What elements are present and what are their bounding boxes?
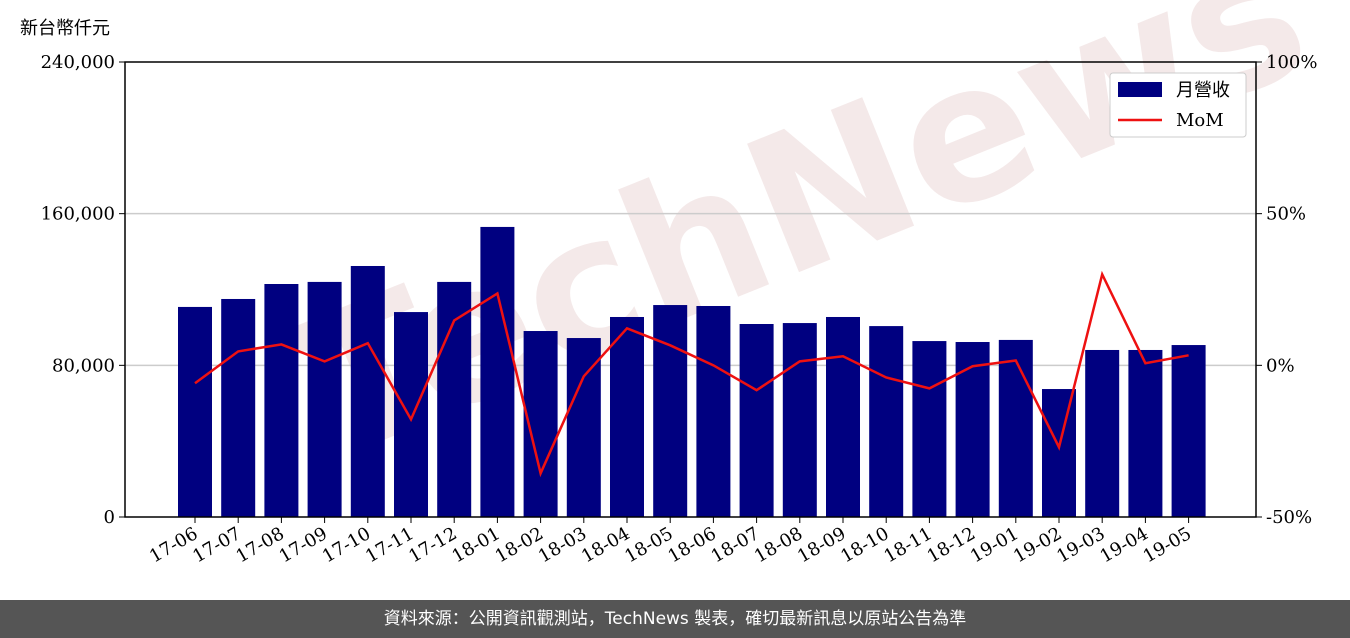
- bar: [394, 312, 428, 517]
- x-tick-label: 18-09: [794, 523, 849, 567]
- x-tick-label: 18-06: [664, 523, 719, 567]
- bar: [350, 265, 385, 517]
- x-tick-label: 19-02: [1010, 523, 1065, 567]
- x-tick-label: 19-01: [967, 523, 1022, 567]
- bar: [998, 339, 1033, 517]
- legend-swatch: [1118, 82, 1162, 97]
- x-tick-label: 17-11: [362, 523, 417, 567]
- chart: TechNews 新台幣仟元 080,000160,000240,000-50%…: [20, 0, 1334, 567]
- bar: [1085, 349, 1120, 517]
- x-tick-label: 17-08: [232, 523, 287, 567]
- bar: [1171, 345, 1206, 517]
- y-tick-label: 0: [104, 507, 115, 528]
- bar: [739, 324, 774, 517]
- bar: [437, 281, 472, 517]
- bar: [826, 316, 860, 517]
- bar: [1042, 389, 1076, 517]
- x-tick-label: 18-03: [535, 523, 590, 567]
- x-tick-label: 18-11: [880, 523, 935, 567]
- bar: [221, 298, 256, 517]
- bar: [869, 326, 904, 517]
- y2-tick-label: 50%: [1266, 204, 1306, 225]
- y-tick-label: 240,000: [41, 52, 115, 73]
- x-tick-label: 17-07: [189, 523, 244, 567]
- bar: [307, 281, 342, 517]
- x-tick-label: 17-06: [146, 523, 201, 567]
- x-tick-label: 19-04: [1096, 523, 1151, 567]
- bar: [653, 305, 688, 517]
- bar: [566, 338, 601, 517]
- y2-tick-label: -50%: [1266, 507, 1312, 528]
- bar: [912, 341, 947, 517]
- y-axis-label: 新台幣仟元: [20, 18, 110, 39]
- y-tick-label: 160,000: [41, 204, 115, 225]
- x-tick-label: 19-03: [1053, 523, 1108, 567]
- x-tick-label: 18-05: [621, 523, 676, 567]
- source-note: 資料來源：公開資訊觀測站，TechNews 製表，確切最新訊息以原站公告為準: [0, 600, 1350, 638]
- x-tick-label: 18-07: [708, 523, 763, 567]
- plot-frame: [124, 61, 1257, 518]
- x-tick-label: 18-12: [924, 523, 979, 567]
- bar: [480, 226, 515, 517]
- x-tick-label: 18-08: [751, 523, 806, 567]
- legend-label: MoM: [1176, 110, 1224, 131]
- bar: [696, 305, 731, 517]
- bar: [264, 284, 299, 517]
- legend-label: 月營收: [1176, 80, 1230, 101]
- x-tick-label: 19-05: [1140, 523, 1195, 567]
- y2-tick-label: 100%: [1266, 52, 1317, 73]
- bar: [955, 342, 990, 517]
- y-tick-label: 80,000: [52, 355, 115, 376]
- bar: [1128, 349, 1163, 517]
- bar: [178, 306, 212, 517]
- x-tick-label: 18-01: [448, 523, 503, 567]
- line: [194, 270, 1189, 478]
- x-tick-label: 18-04: [578, 523, 633, 567]
- bar: [610, 316, 644, 517]
- x-tick-label: 18-02: [492, 523, 547, 567]
- y2-tick-label: 0%: [1266, 355, 1295, 376]
- x-tick-label: 17-09: [276, 523, 331, 567]
- x-tick-label: 17-12: [405, 523, 460, 567]
- x-tick-label: 18-10: [837, 523, 892, 567]
- bar: [782, 323, 817, 517]
- x-tick-label: 17-10: [319, 523, 374, 567]
